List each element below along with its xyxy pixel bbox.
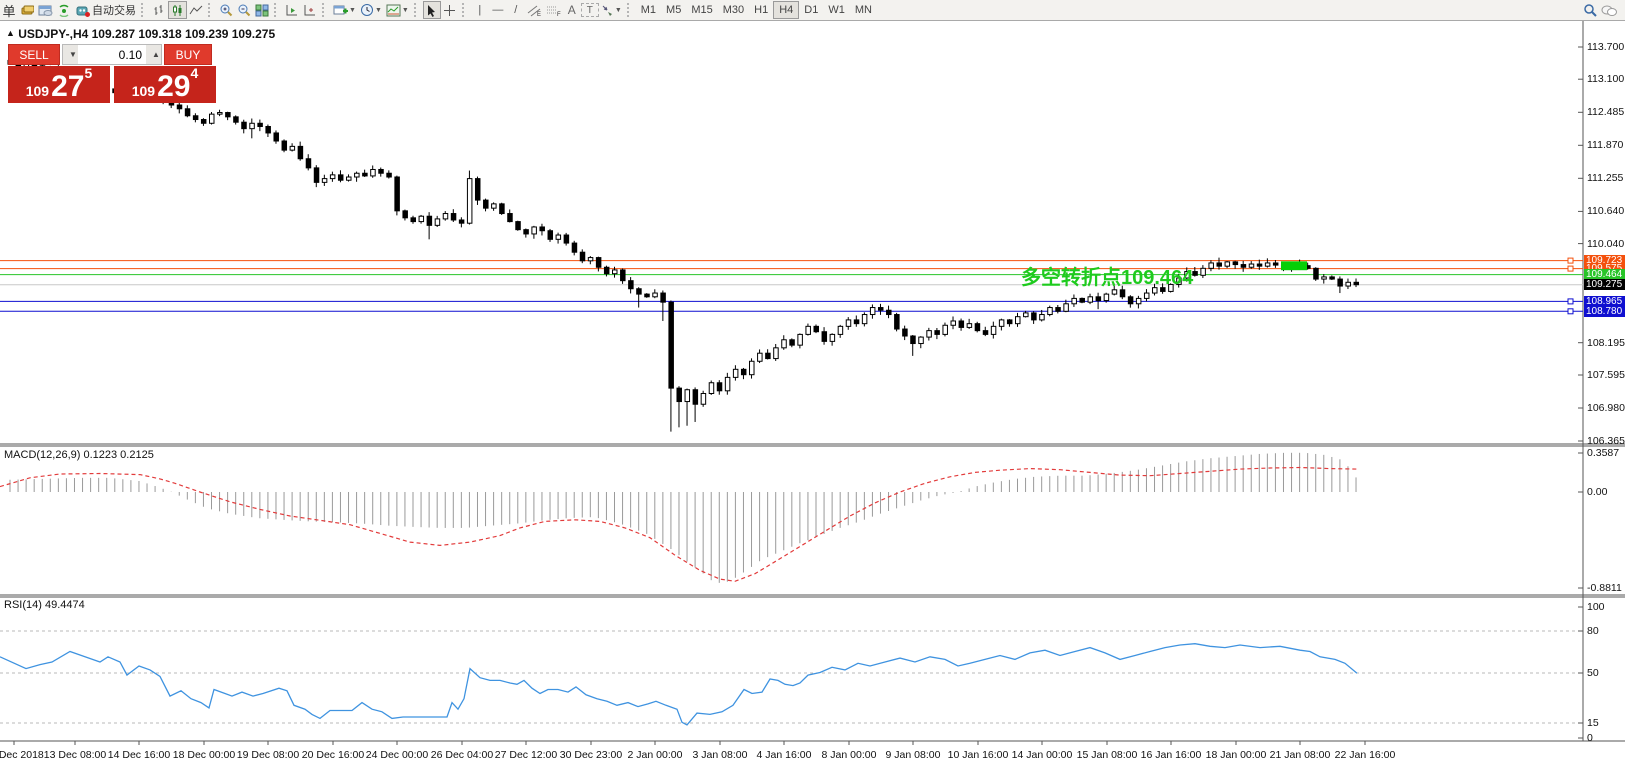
history-icon[interactable] bbox=[18, 1, 36, 19]
sell-button[interactable]: SELL bbox=[8, 44, 60, 65]
buy-price-box[interactable]: 109 29 4 bbox=[114, 66, 216, 103]
zoom-in-icon[interactable] bbox=[217, 1, 235, 19]
chart-shift-icon[interactable] bbox=[301, 1, 319, 19]
equidistant-channel-tool[interactable]: E bbox=[525, 1, 544, 19]
trendline-tool[interactable]: / bbox=[514, 4, 518, 16]
svg-text:F: F bbox=[557, 12, 561, 17]
sell-price-box[interactable]: 109 27 5 bbox=[8, 66, 110, 103]
text-tool[interactable]: A bbox=[567, 3, 576, 17]
sell-price-point: 5 bbox=[84, 65, 93, 81]
fibonacci-tool[interactable]: F bbox=[544, 1, 563, 19]
candlestick-chart-icon[interactable] bbox=[168, 1, 187, 19]
buy-price-point: 4 bbox=[190, 65, 199, 81]
periods-button[interactable]: ▼ bbox=[358, 1, 384, 19]
level-price-tag[interactable]: 108.780 bbox=[1584, 305, 1625, 317]
volume-input[interactable] bbox=[78, 45, 146, 64]
autotrading-button[interactable]: 自动交易 bbox=[73, 1, 138, 19]
toolbar-grip bbox=[626, 3, 633, 17]
timeframe-h1[interactable]: H1 bbox=[754, 4, 769, 16]
timeframe-w1[interactable]: W1 bbox=[828, 4, 845, 16]
buy-price-pips: 29 bbox=[157, 70, 191, 103]
level-price-tag[interactable]: 109.575 bbox=[1584, 263, 1625, 275]
toolbar-grip bbox=[208, 3, 214, 17]
timeframe-m15[interactable]: M15 bbox=[691, 4, 713, 16]
level-price-tag[interactable]: 109.464 bbox=[1584, 269, 1625, 281]
profile-window-icon[interactable] bbox=[36, 1, 55, 19]
time-axis[interactable] bbox=[0, 741, 1583, 768]
timeframe-m30[interactable]: M30 bbox=[722, 4, 745, 16]
timeframe-d1[interactable]: D1 bbox=[804, 4, 819, 16]
autotrading-off-dot bbox=[85, 11, 90, 17]
timeframe-m1[interactable]: M1 bbox=[640, 4, 657, 16]
sell-price-pips: 27 bbox=[51, 70, 85, 103]
level-price-tag[interactable]: 109.723 bbox=[1584, 255, 1625, 267]
bar-chart-icon[interactable] bbox=[150, 1, 168, 19]
crosshair-tool[interactable] bbox=[441, 1, 459, 19]
new-order-button[interactable]: 单 bbox=[2, 3, 16, 19]
svg-text:E: E bbox=[537, 12, 541, 17]
autoscroll-icon[interactable] bbox=[283, 1, 301, 19]
autotrading-label: 自动交易 bbox=[92, 5, 136, 17]
timeframe-h4[interactable]: H4 bbox=[773, 1, 800, 19]
toolbar-grip bbox=[274, 3, 280, 17]
signals-icon[interactable] bbox=[55, 1, 73, 19]
zoom-out-icon[interactable] bbox=[235, 1, 253, 19]
volume-decrease-button[interactable]: ▼ bbox=[63, 45, 78, 64]
templates-button[interactable]: ▼ bbox=[384, 1, 411, 19]
sell-price-figure: 109 bbox=[25, 83, 50, 99]
toolbar-grip bbox=[413, 3, 420, 17]
new-chart-button[interactable]: ▼ bbox=[331, 1, 358, 19]
buy-price-figure: 109 bbox=[131, 83, 156, 99]
level-price-tag[interactable]: 108.965 bbox=[1584, 295, 1625, 307]
vertical-line-tool[interactable]: | bbox=[478, 4, 482, 16]
price-axis[interactable] bbox=[1583, 20, 1625, 741]
toolbar-grip bbox=[322, 3, 328, 17]
horizontal-line-tool[interactable]: — bbox=[492, 4, 504, 16]
timeframe-m5[interactable]: M5 bbox=[666, 4, 682, 16]
buy-button[interactable]: BUY bbox=[164, 44, 212, 65]
cursor-tool[interactable] bbox=[422, 1, 441, 19]
arrows-tool[interactable]: ▼ bbox=[599, 1, 624, 19]
toolbar-grip bbox=[141, 3, 147, 17]
toolbar: 单 自动交易 ▼ ▼ ▼ | — / E F A T ▼ M1 M5 M15 M30 H… bbox=[0, 0, 1625, 21]
one-click-panel: SELL ▼ ▲ BUY 109 27 5 109 29 4 bbox=[8, 44, 218, 103]
level-price-tag[interactable]: 109.275 bbox=[1584, 279, 1625, 291]
line-chart-icon[interactable] bbox=[187, 1, 205, 19]
toolbar-grip bbox=[461, 3, 468, 17]
chat-icon[interactable] bbox=[1599, 1, 1619, 19]
volume-increase-button[interactable]: ▲ bbox=[146, 45, 161, 64]
label-tool[interactable]: T bbox=[580, 3, 599, 17]
search-icon[interactable] bbox=[1581, 1, 1599, 19]
tile-windows-icon[interactable] bbox=[253, 1, 271, 19]
timeframe-mn[interactable]: MN bbox=[854, 4, 872, 16]
